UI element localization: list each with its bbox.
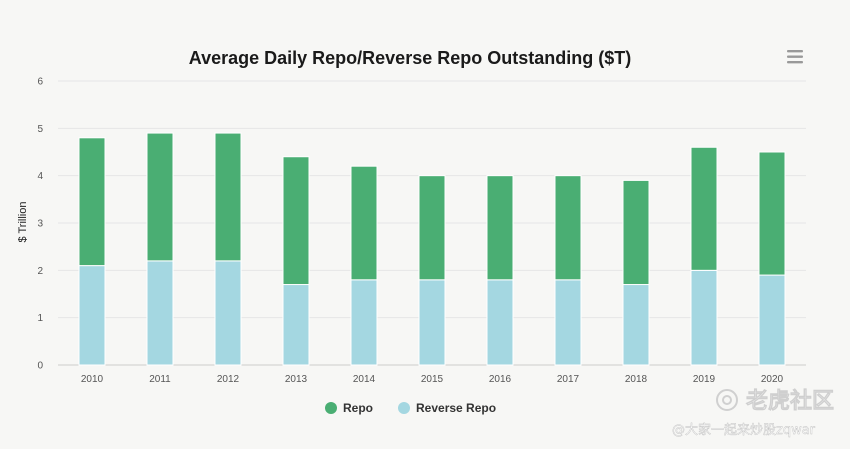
bar-repo-2017[interactable] (554, 175, 582, 281)
bar-repo-2019[interactable] (690, 146, 718, 271)
bar-reverse-repo-2019[interactable] (690, 269, 718, 366)
y-tick-label: 3 (37, 219, 43, 230)
bar-reverse-repo-2014[interactable] (350, 279, 378, 366)
bar-repo-2012[interactable] (214, 132, 242, 262)
y-tick-label: 5 (37, 124, 43, 135)
bar-reverse-repo-2012[interactable] (214, 260, 242, 366)
x-tick-label: 2015 (421, 374, 444, 385)
bar-reverse-repo-2017[interactable] (554, 279, 582, 366)
x-tick-label: 2010 (81, 374, 104, 385)
bars (78, 132, 786, 366)
bar-reverse-repo-2013[interactable] (282, 284, 310, 366)
watermark: 老虎社区 @大家一起来炒股zqwar (672, 388, 835, 439)
y-axis-label: $ Trillion (17, 202, 29, 243)
legend-label-repo: Repo (343, 401, 373, 415)
chart-menu-button[interactable] (784, 46, 806, 68)
hamburger-menu-icon (787, 50, 803, 64)
bar-repo-2018[interactable] (622, 179, 650, 286)
x-tick-label: 2018 (625, 374, 648, 385)
bar-reverse-repo-2018[interactable] (622, 284, 650, 366)
x-tick-label: 2014 (353, 374, 376, 385)
legend-item-repo[interactable]: Repo (325, 401, 373, 415)
x-axis-ticks: 2010 2011 2012 2013 2014 2015 2016 2017 2018 2019… (81, 374, 784, 385)
bar-reverse-repo-2016[interactable] (486, 279, 514, 366)
legend-marker-repo (325, 402, 337, 414)
y-tick-label: 6 (37, 77, 43, 88)
x-tick-label: 2020 (761, 374, 784, 385)
y-tick-label: 1 (37, 313, 43, 324)
bar-repo-2020[interactable] (758, 151, 786, 276)
x-tick-label: 2016 (489, 374, 512, 385)
bar-repo-2010[interactable] (78, 137, 106, 267)
y-tick-label: 4 (37, 171, 43, 182)
watermark-sub-text: @大家一起来炒股zqwar (672, 422, 816, 438)
y-tick-label: 2 (37, 266, 43, 277)
x-tick-label: 2012 (217, 374, 240, 385)
legend-label-reverse-repo: Reverse Repo (416, 401, 496, 415)
y-tick-label: 0 (37, 361, 43, 372)
bar-repo-2016[interactable] (486, 175, 514, 281)
bar-repo-2013[interactable] (282, 156, 310, 286)
bar-repo-2011[interactable] (146, 132, 174, 262)
x-tick-label: 2013 (285, 374, 308, 385)
watermark-main-text: 老虎社区 (745, 388, 834, 414)
bar-reverse-repo-2011[interactable] (146, 260, 174, 366)
bar-repo-2015[interactable] (418, 175, 446, 281)
x-tick-label: 2011 (149, 374, 171, 385)
bar-reverse-repo-2010[interactable] (78, 265, 106, 366)
legend-item-reverse-repo[interactable]: Reverse Repo (398, 401, 496, 415)
x-tick-label: 2017 (557, 374, 580, 385)
bar-reverse-repo-2015[interactable] (418, 279, 446, 366)
chart-title: Average Daily Repo/Reverse Repo Outstand… (189, 48, 631, 68)
bar-reverse-repo-2020[interactable] (758, 274, 786, 366)
y-axis-ticks: 0 1 2 3 4 5 6 (37, 77, 43, 372)
legend: Repo Reverse Repo (325, 401, 496, 415)
bar-repo-2014[interactable] (350, 165, 378, 281)
watermark-logo-icon (716, 389, 738, 411)
legend-marker-reverse-repo (398, 402, 410, 414)
x-tick-label: 2019 (693, 374, 716, 385)
